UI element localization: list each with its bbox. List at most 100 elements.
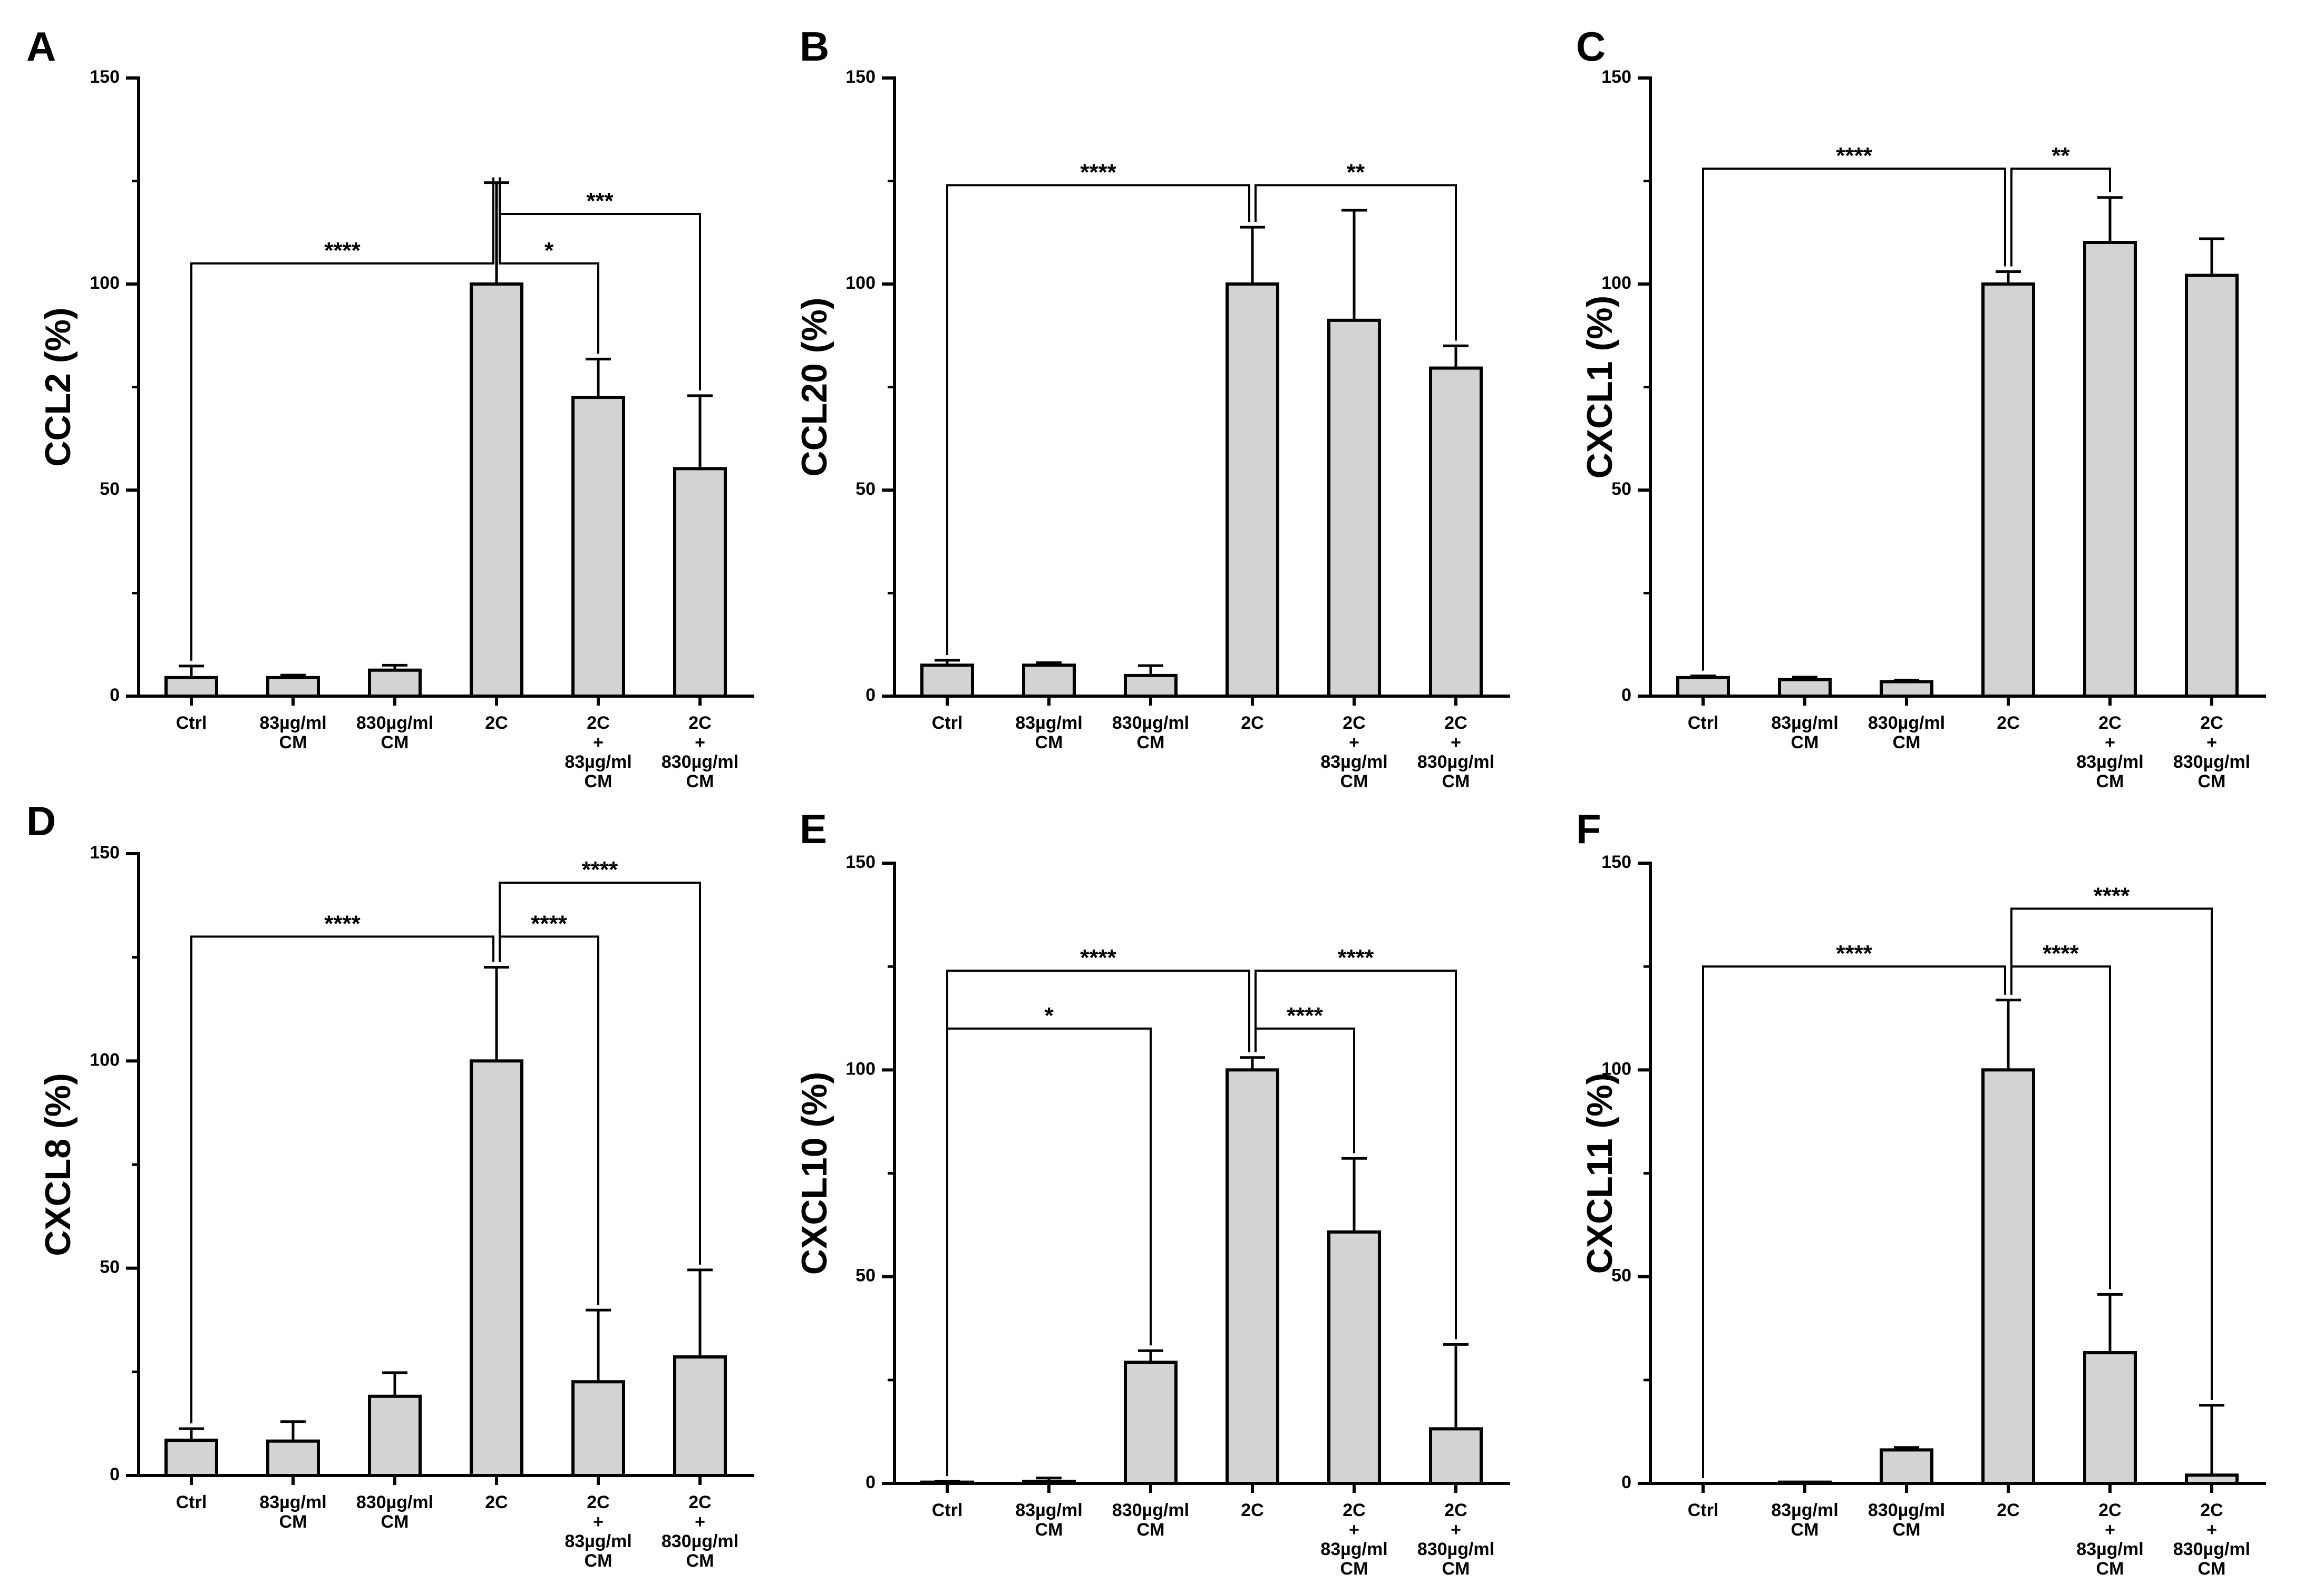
bar-4 (470, 282, 523, 698)
x-tick-label-line: 2C (485, 1492, 508, 1512)
y-tick-label: 50 (1611, 1266, 1631, 1286)
x-tick-label-line: 830µg/ml (2173, 752, 2250, 772)
x-tick-label-line: Ctrl (932, 1500, 963, 1520)
y-tick-label: 0 (1621, 1472, 1631, 1492)
x-tick-label: 2C +83µg/ml CM (565, 1492, 631, 1571)
y-tick-label: 150 (845, 67, 876, 87)
x-tick-label: Ctrl (932, 1500, 963, 1520)
x-tick-label-line: CM (1893, 1520, 1921, 1540)
x-tick-label-line: 2C (1241, 1500, 1263, 1520)
bar-1 (164, 676, 218, 698)
x-tick-label-line: + (695, 1512, 705, 1532)
x-tick-label-line: + (1349, 1520, 1359, 1540)
y-tick-label: 150 (1601, 852, 1631, 872)
y-tick-label: 100 (90, 1050, 120, 1070)
x-tick-label-line: + (2105, 732, 2115, 752)
x-tick-label-line: CM (2096, 771, 2124, 791)
x-tick-label: 2C +83µg/ml CM (1320, 713, 1387, 791)
bar-6 (2185, 273, 2239, 698)
x-tick-label: 2C +830µg/ml CM (662, 713, 738, 791)
significance-label: **** (531, 911, 567, 936)
x-tick-label-line: 2C (587, 713, 609, 733)
x-tick-label-line: 830µg/ml (2173, 1539, 2250, 1559)
bar-5 (2083, 1351, 2137, 1486)
significance-bracket (946, 970, 1250, 1477)
x-tick-label: 2C +83µg/ml CM (1320, 1500, 1387, 1579)
x-tick-label: 830µg/ml CM (356, 1492, 433, 1532)
x-tick-label: 830µg/ml CM (1868, 1500, 1945, 1540)
x-tick-label: 2C +830µg/ml CM (1417, 713, 1494, 791)
x-tick-label-line: 2C (2098, 1500, 2121, 1520)
x-tick-label-line: + (1349, 732, 1359, 752)
significance-label: **** (2043, 941, 2079, 966)
x-tick-label: 830µg/ml CM (1112, 1500, 1189, 1540)
significance-label: **** (1836, 941, 1872, 966)
bar-4 (1981, 282, 2035, 698)
x-tick-label-line: 2C (1343, 713, 1365, 733)
x-tick-label-line: 2C (1241, 713, 1263, 733)
x-tick-label: Ctrl (932, 713, 963, 733)
significance-label: * (1044, 1003, 1054, 1029)
x-tick-label-line: CM (1442, 771, 1470, 791)
panel-letter: C (1576, 23, 1606, 70)
y-tick-label: 100 (90, 273, 120, 293)
x-tick-label-line: 830µg/ml (1112, 1500, 1189, 1520)
significance-bracket (190, 935, 494, 1424)
x-tick-label-line: 2C (587, 1492, 609, 1512)
bar-3 (1880, 1448, 1933, 1485)
x-tick-label-line: CM (2198, 1559, 2226, 1579)
x-tick-label: 83µg/ml CM (1015, 1500, 1082, 1540)
x-tick-label-line: CM (1442, 1559, 1470, 1579)
panel-letter: D (26, 798, 56, 844)
x-tick-label: 2C +83µg/ml CM (2076, 713, 2143, 791)
bar-2 (1022, 663, 1076, 698)
x-tick-label-line: 83µg/ml (1771, 713, 1838, 733)
bar-5 (571, 1380, 625, 1478)
bar-4 (1226, 1068, 1279, 1486)
y-tick-label: 0 (1621, 685, 1631, 705)
x-tick-label-line: CM (585, 771, 612, 791)
significance-label: * (544, 238, 554, 263)
x-tick-label-line: 83µg/ml (1771, 1500, 1838, 1520)
bar-6 (2185, 1473, 2239, 1485)
y-axis-label: CCL20 (%) (794, 297, 834, 476)
x-tick-label-line: CM (2198, 771, 2226, 791)
significance-label: **** (2094, 883, 2130, 908)
significance-label: **** (1080, 159, 1116, 185)
x-tick-label-line: + (695, 732, 705, 752)
panel-letter: A (26, 23, 56, 70)
panel-letter: E (800, 806, 827, 852)
bar-1 (920, 663, 974, 698)
significance-bracket (1255, 970, 1457, 1340)
bar-5 (1327, 318, 1381, 698)
x-tick-label-line: + (1451, 1520, 1461, 1540)
x-tick-label-line: CM (1340, 1559, 1368, 1579)
x-tick-label-line: 2C (688, 1492, 711, 1512)
x-tick-label: 83µg/ml CM (259, 713, 326, 752)
y-tick-label: 50 (855, 479, 876, 499)
x-tick-label-line: CM (279, 732, 307, 752)
x-tick-label-line: 830µg/ml (1112, 713, 1189, 733)
x-tick-label-line: + (1451, 732, 1461, 752)
x-tick-label: 2C (1997, 713, 2019, 733)
x-tick-label-line: 830µg/ml (356, 1492, 433, 1512)
x-tick-label: 2C (1997, 1500, 2019, 1520)
x-tick-label: 83µg/ml CM (1771, 713, 1838, 752)
y-tick-label: 100 (1601, 1059, 1631, 1079)
x-tick-label-line: CM (1340, 771, 1368, 791)
x-tick-label-line: + (2105, 1520, 2115, 1540)
bar-3 (368, 1394, 422, 1477)
bar-6 (1429, 366, 1483, 698)
bar-6 (673, 1355, 727, 1478)
y-tick-label: 50 (1611, 479, 1631, 499)
x-tick-label-line: 83µg/ml (259, 713, 326, 733)
x-tick-label-line: CM (381, 1512, 409, 1532)
x-tick-label-line: 830µg/ml (1868, 713, 1945, 733)
bar-4 (1226, 282, 1279, 698)
x-tick-label-line: 2C (2098, 713, 2121, 733)
